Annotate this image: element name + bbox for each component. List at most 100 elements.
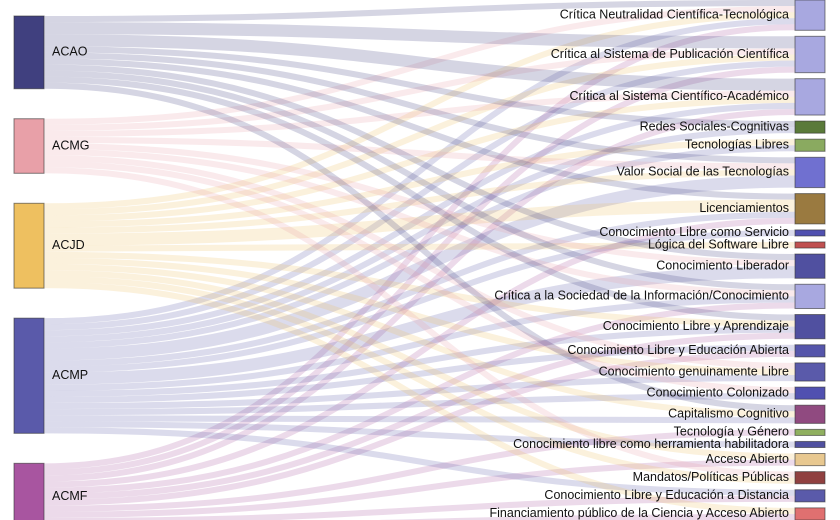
node-label: Conocimiento Libre y Aprendizaje bbox=[603, 319, 789, 333]
link bbox=[43, 46, 796, 128]
link bbox=[43, 54, 796, 216]
link bbox=[43, 263, 796, 418]
node bbox=[794, 471, 826, 485]
node bbox=[794, 0, 826, 31]
node-label: Licenciamientos bbox=[699, 201, 789, 215]
link bbox=[43, 127, 796, 343]
node bbox=[794, 344, 826, 358]
node bbox=[13, 202, 45, 289]
link bbox=[43, 145, 796, 349]
nodes: ACAO ACMG ACJD ACMP ACMF Crítica Neutralidad … bbox=[13, 0, 826, 520]
link bbox=[43, 241, 796, 252]
node-label: Tecnologías Libres bbox=[685, 138, 789, 152]
link bbox=[43, 70, 796, 291]
node-label: Mandatos/Políticas Públicas bbox=[633, 470, 789, 484]
link bbox=[43, 52, 796, 164]
node bbox=[794, 386, 826, 400]
link bbox=[43, 302, 796, 494]
link bbox=[43, 82, 796, 412]
link bbox=[43, 24, 796, 470]
node-label: ACMP bbox=[52, 368, 88, 382]
node-label: Crítica a la Sociedad de la Información/… bbox=[494, 289, 789, 303]
link bbox=[43, 175, 796, 361]
node-label: Valor Social de las Tecnologías bbox=[616, 165, 789, 179]
node-label: Conocimiento Libre como Servicio bbox=[599, 225, 789, 239]
node bbox=[794, 362, 826, 382]
node-label: Capitalismo Cognitivo bbox=[668, 407, 789, 421]
link bbox=[43, 66, 796, 476]
node-label: Conocimiento libre como herramienta habi… bbox=[513, 437, 789, 451]
link bbox=[43, 296, 796, 391]
node bbox=[794, 229, 826, 237]
node-label: ACJD bbox=[52, 238, 85, 252]
link bbox=[43, 393, 796, 416]
link bbox=[43, 149, 796, 297]
link bbox=[43, 6, 796, 125]
link bbox=[43, 257, 796, 376]
node bbox=[794, 507, 826, 520]
node-label: Conocimiento Libre y Educación a Distanc… bbox=[544, 488, 789, 502]
link bbox=[43, 326, 796, 397]
node bbox=[794, 156, 826, 189]
link bbox=[43, 96, 796, 222]
node bbox=[794, 314, 826, 340]
node bbox=[794, 120, 826, 134]
node bbox=[794, 283, 826, 310]
node-label: Lógica del Software Libre bbox=[648, 237, 789, 251]
link bbox=[43, 429, 796, 512]
link bbox=[43, 269, 796, 460]
node-label: Conocimiento Liberador bbox=[656, 258, 789, 272]
link bbox=[43, 139, 796, 228]
node bbox=[794, 404, 826, 424]
link bbox=[43, 459, 796, 518]
node bbox=[794, 241, 826, 249]
link bbox=[43, 58, 796, 200]
node-label: Crítica al Sistema Científico-Académico bbox=[569, 89, 789, 103]
link bbox=[43, 282, 796, 514]
link bbox=[43, 332, 796, 500]
link bbox=[43, 211, 796, 367]
link bbox=[43, 421, 796, 448]
node bbox=[794, 78, 826, 116]
node-label: Conocimiento genuinamente Libre bbox=[599, 364, 789, 378]
node bbox=[794, 253, 826, 279]
node-label: Tecnología y Género bbox=[674, 425, 789, 439]
node bbox=[13, 118, 45, 174]
node-label: Redes Sociales-Cognitivas bbox=[640, 119, 789, 133]
node-label: Conocimiento Libre y Educación Abierta bbox=[567, 343, 789, 357]
link bbox=[43, 76, 796, 321]
link bbox=[43, 155, 796, 369]
link bbox=[43, 266, 796, 385]
link bbox=[379, 513, 796, 520]
node-label: Conocimiento Colonizado bbox=[647, 385, 789, 399]
node-label: Acceso Abierto bbox=[706, 452, 789, 466]
node bbox=[794, 440, 826, 449]
link bbox=[43, 167, 796, 478]
node bbox=[794, 138, 826, 152]
node-label: ACMG bbox=[52, 138, 90, 152]
node bbox=[794, 428, 826, 436]
link bbox=[43, 161, 796, 394]
link bbox=[43, 18, 796, 325]
node bbox=[794, 35, 826, 74]
node-label: ACMF bbox=[52, 489, 88, 503]
link bbox=[43, 90, 796, 137]
link bbox=[43, 12, 796, 210]
links bbox=[43, 0, 796, 520]
link bbox=[43, 22, 796, 49]
link bbox=[43, 34, 796, 91]
node-label: ACAO bbox=[52, 45, 88, 59]
link bbox=[43, 344, 796, 404]
link bbox=[43, 108, 796, 482]
node-label: Crítica al Sistema de Publicación Cientí… bbox=[551, 47, 789, 61]
link bbox=[43, 142, 796, 267]
link bbox=[43, 60, 796, 331]
link bbox=[43, 217, 796, 488]
node bbox=[794, 193, 826, 225]
node bbox=[794, 453, 826, 467]
node-label: Crítica Neutralidad Científica-Tecnológi… bbox=[560, 7, 789, 21]
link bbox=[43, 350, 796, 506]
link bbox=[43, 427, 796, 496]
link bbox=[43, 169, 796, 234]
